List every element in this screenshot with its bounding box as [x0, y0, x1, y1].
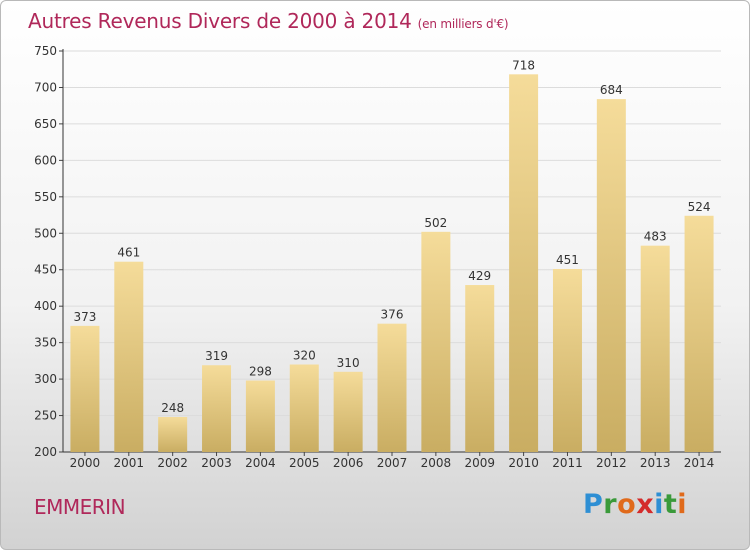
bar-value-label: 718 — [512, 58, 535, 72]
bar-value-label: 429 — [468, 269, 491, 283]
bar-value-label: 483 — [644, 230, 667, 244]
bar — [158, 417, 188, 452]
y-tick-label: 700 — [34, 80, 57, 94]
x-tick-label: 2003 — [201, 456, 232, 470]
bar-value-label: 451 — [556, 253, 579, 267]
y-tick-label: 250 — [34, 409, 57, 423]
logo-letter: o — [617, 489, 637, 520]
chart-title-unit: (en milliers d'€) — [417, 17, 509, 31]
logo-letter: P — [583, 489, 604, 520]
logo-letter: i — [677, 489, 688, 520]
y-tick-label: 450 — [34, 263, 57, 277]
y-tick-label: 200 — [34, 445, 57, 459]
bar — [289, 364, 319, 452]
x-tick-label: 2011 — [552, 456, 583, 470]
bar-value-label: 684 — [600, 83, 623, 97]
x-tick-label: 2012 — [596, 456, 627, 470]
x-tick-label: 2000 — [70, 456, 101, 470]
y-tick-label: 400 — [34, 299, 57, 313]
x-tick-label: 2008 — [421, 456, 452, 470]
bar-value-label: 248 — [161, 401, 184, 415]
bar — [509, 74, 539, 453]
x-tick-label: 2001 — [114, 456, 145, 470]
y-tick-label: 550 — [34, 190, 57, 204]
bar — [465, 285, 495, 452]
bar — [70, 325, 100, 452]
logo-letter: x — [636, 489, 655, 520]
bar — [640, 245, 670, 452]
bar — [596, 99, 626, 453]
bar-value-label: 461 — [117, 246, 140, 260]
bar-value-label: 319 — [205, 349, 228, 363]
y-tick-label: 750 — [34, 44, 57, 58]
bar-value-label: 310 — [337, 356, 360, 370]
y-tick-label: 600 — [34, 153, 57, 167]
bar — [684, 215, 714, 452]
bar-value-label: 373 — [73, 310, 96, 324]
bar — [202, 365, 232, 452]
bar-value-label: 320 — [293, 349, 316, 363]
logo-letter: r — [603, 489, 618, 520]
commune-name: EMMERIN — [34, 495, 126, 519]
bar-value-label: 524 — [688, 200, 711, 214]
chart-title: Autres Revenus Divers de 2000 à 2014 (en … — [28, 9, 509, 33]
x-tick-label: 2006 — [333, 456, 364, 470]
bar — [245, 380, 275, 452]
y-tick-label: 350 — [34, 336, 57, 350]
x-tick-label: 2009 — [464, 456, 495, 470]
y-tick-label: 500 — [34, 226, 57, 240]
bar-value-label: 298 — [249, 365, 272, 379]
bar — [421, 231, 451, 452]
chart-title-main: Autres Revenus Divers de 2000 à 2014 — [28, 9, 412, 33]
x-tick-label: 2002 — [157, 456, 188, 470]
bar — [114, 261, 144, 452]
x-tick-label: 2007 — [377, 456, 408, 470]
logo-letter: t — [663, 489, 678, 520]
y-tick-label: 300 — [34, 372, 57, 386]
logo-letter: i — [654, 489, 664, 520]
bar-value-label: 502 — [424, 216, 447, 230]
x-tick-label: 2013 — [640, 456, 671, 470]
x-tick-label: 2005 — [289, 456, 320, 470]
y-tick-label: 650 — [34, 117, 57, 131]
proxiti-logo[interactable]: Proxiti — [583, 489, 687, 520]
x-tick-label: 2010 — [508, 456, 539, 470]
bar — [377, 323, 407, 452]
x-tick-label: 2004 — [245, 456, 276, 470]
bar-value-label: 376 — [381, 308, 404, 322]
bar — [333, 371, 363, 452]
x-tick-label: 2014 — [684, 456, 715, 470]
bar — [552, 268, 582, 452]
